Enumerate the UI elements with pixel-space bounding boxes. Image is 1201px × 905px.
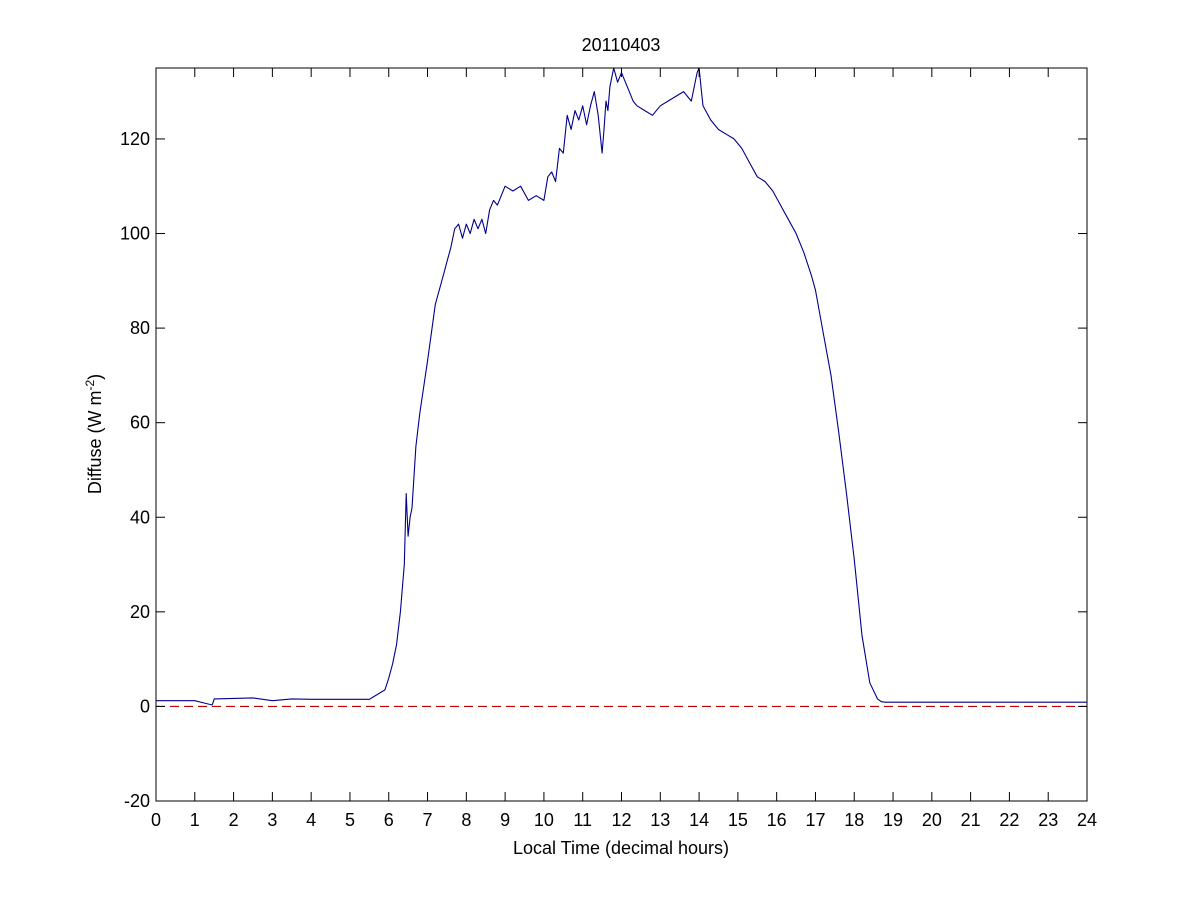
x-tick-label: 6 xyxy=(384,810,394,830)
y-axis-label: Diffuse (W m-2) xyxy=(83,374,105,494)
x-axis: 0 1 2 3 4 5 6 7 8 9 10 11 12 13 14 15 16 17 18 19 20 21 22 23 24 xyxy=(151,68,1097,830)
x-tick-label: 15 xyxy=(728,810,748,830)
x-tick-label: 1 xyxy=(190,810,200,830)
y-tick-label: 20 xyxy=(130,602,150,622)
x-tick-label: 4 xyxy=(306,810,316,830)
x-tick-label: 16 xyxy=(767,810,787,830)
y-tick-label: 80 xyxy=(130,318,150,338)
y-tick-label: 100 xyxy=(120,224,150,244)
x-tick-label: 12 xyxy=(611,810,631,830)
x-tick-label: 21 xyxy=(961,810,981,830)
x-tick-label: 11 xyxy=(573,810,592,830)
x-tick-label: 8 xyxy=(461,810,471,830)
x-tick-label: 23 xyxy=(1038,810,1058,830)
chart-title: 20110403 xyxy=(582,35,661,55)
x-tick-label: 2 xyxy=(229,810,239,830)
diffuse-series-line xyxy=(156,67,1087,706)
x-tick-label: 5 xyxy=(345,810,355,830)
y-tick-label: 0 xyxy=(140,696,150,716)
x-tick-label: 14 xyxy=(689,810,709,830)
x-tick-label: 13 xyxy=(650,810,670,830)
series-layer xyxy=(156,67,1087,706)
x-axis-label: Local Time (decimal hours) xyxy=(513,838,729,858)
y-axis: -20 0 20 40 60 80 100 120 xyxy=(120,129,1087,811)
y-axis-label-close: ) xyxy=(85,374,105,380)
x-tick-label: 17 xyxy=(805,810,825,830)
x-tick-label: 10 xyxy=(534,810,554,830)
y-tick-label: 120 xyxy=(120,129,150,149)
x-tick-label: 22 xyxy=(999,810,1019,830)
y-tick-label: 60 xyxy=(130,413,150,433)
plot-area xyxy=(156,68,1087,801)
x-tick-label: 0 xyxy=(151,810,161,830)
x-tick-label: 24 xyxy=(1077,810,1097,830)
x-tick-label: 20 xyxy=(922,810,942,830)
x-tick-label: 9 xyxy=(500,810,510,830)
x-tick-label: 18 xyxy=(844,810,864,830)
x-tick-label: 7 xyxy=(423,810,433,830)
y-tick-label: -20 xyxy=(124,791,150,811)
x-tick-label: 3 xyxy=(267,810,277,830)
y-axis-label-text: Diffuse (W m xyxy=(85,390,105,494)
y-tick-label: 40 xyxy=(130,507,150,527)
y-axis-label-superscript: -2 xyxy=(83,379,97,390)
x-tick-label: 19 xyxy=(883,810,903,830)
